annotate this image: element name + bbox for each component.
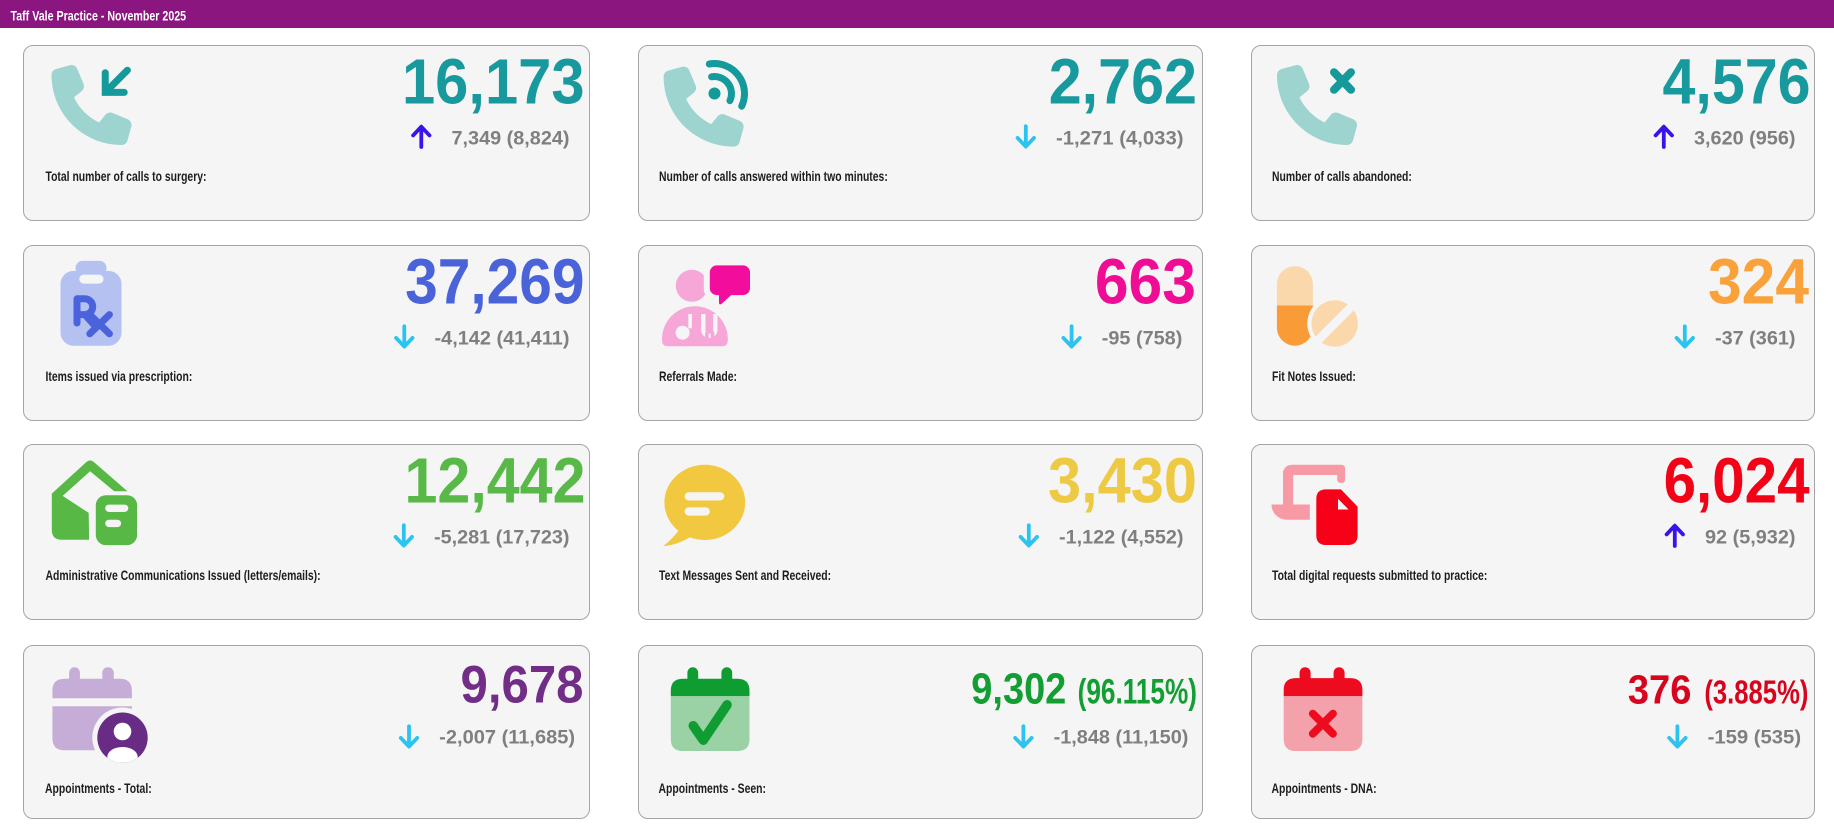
svg-text:Taff Vale Practice - November: Taff Vale Practice - November 2025	[11, 7, 187, 23]
svg-text:324: 324	[1708, 245, 1809, 317]
svg-text:(3.885%): (3.885%)	[1704, 675, 1808, 712]
svg-text:Text Messages Sent and Receive: Text Messages Sent and Received:	[659, 568, 831, 583]
svg-text:Appointments - Seen:: Appointments - Seen:	[659, 781, 767, 796]
svg-text:-159 (535): -159 (535)	[1708, 726, 1802, 748]
svg-text:Number of calls abandoned:: Number of calls abandoned:	[1272, 169, 1412, 184]
svg-text:663: 663	[1095, 245, 1196, 317]
svg-text:7,349 (8,824): 7,349 (8,824)	[452, 128, 570, 150]
svg-text:Total digital requests submitt: Total digital requests submitted to prac…	[1272, 568, 1487, 583]
svg-text:2,762: 2,762	[1049, 45, 1197, 117]
svg-text:3,430: 3,430	[1048, 444, 1197, 516]
svg-text:92 (5,932): 92 (5,932)	[1705, 527, 1796, 549]
svg-text:-4,142 (41,411): -4,142 (41,411)	[435, 328, 570, 350]
svg-text:9,678: 9,678	[461, 655, 584, 714]
svg-text:Appointments - DNA:: Appointments - DNA:	[1272, 781, 1377, 796]
svg-text:-2,007 (11,685): -2,007 (11,685)	[439, 726, 575, 748]
svg-text:Total number of calls to surge: Total number of calls to surgery:	[46, 169, 207, 184]
svg-text:-1,271 (4,033): -1,271 (4,033)	[1056, 128, 1184, 150]
svg-text:Items issued via prescription:: Items issued via prescription:	[46, 369, 193, 384]
svg-text:16,173: 16,173	[402, 45, 585, 117]
svg-text:Number of calls answered withi: Number of calls answered within two minu…	[659, 169, 888, 184]
svg-text:4,576: 4,576	[1663, 45, 1811, 117]
svg-text:-5,281 (17,723): -5,281 (17,723)	[434, 527, 570, 549]
svg-text:37,269: 37,269	[405, 245, 584, 317]
svg-text:-95 (758): -95 (758)	[1102, 328, 1183, 350]
svg-text:-1,848 (11,150): -1,848 (11,150)	[1054, 726, 1189, 748]
svg-text:Fit Notes Issued:: Fit Notes Issued:	[1272, 369, 1356, 384]
svg-text:6,024: 6,024	[1664, 444, 1810, 516]
svg-text:Appointments - Total:: Appointments - Total:	[45, 781, 152, 796]
svg-text:3,620 (956): 3,620 (956)	[1694, 128, 1796, 150]
svg-text:12,442: 12,442	[405, 444, 586, 516]
svg-text:(96.115%): (96.115%)	[1078, 672, 1197, 712]
svg-text:-1,122 (4,552): -1,122 (4,552)	[1059, 527, 1184, 549]
svg-text:9,302: 9,302	[971, 665, 1066, 714]
svg-text:-37 (361): -37 (361)	[1715, 328, 1796, 350]
svg-text:376: 376	[1628, 667, 1692, 713]
svg-text:Referrals Made:: Referrals Made:	[659, 369, 737, 384]
svg-text:Administrative Communications: Administrative Communications Issued (le…	[46, 568, 321, 583]
